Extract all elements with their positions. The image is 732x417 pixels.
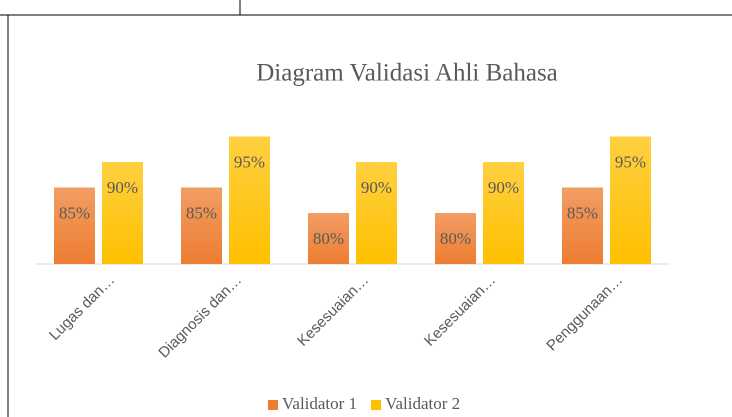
bar bbox=[181, 187, 222, 264]
bar bbox=[435, 213, 476, 264]
bar bbox=[229, 136, 270, 264]
data-label: 85% bbox=[59, 203, 90, 222]
x-tick-label: Kesesuaian… bbox=[421, 272, 499, 350]
data-label: 80% bbox=[440, 229, 471, 248]
bar bbox=[610, 136, 651, 264]
legend-label: Validator 2 bbox=[385, 394, 460, 413]
bar bbox=[483, 162, 524, 264]
data-label: 80% bbox=[313, 229, 344, 248]
data-label: 90% bbox=[488, 178, 519, 197]
bar bbox=[356, 162, 397, 264]
bar bbox=[562, 187, 603, 264]
legend-swatch bbox=[371, 400, 382, 410]
x-tick-label: Kesesuaian… bbox=[294, 272, 372, 350]
bar bbox=[308, 213, 349, 264]
data-label: 90% bbox=[107, 178, 138, 197]
data-label: 85% bbox=[186, 203, 217, 222]
data-label: 95% bbox=[234, 152, 265, 171]
data-label: 90% bbox=[361, 178, 392, 197]
x-tick-label: Diagnosis dan… bbox=[155, 272, 245, 362]
bar bbox=[102, 162, 143, 264]
data-label: 95% bbox=[615, 152, 646, 171]
legend-swatch bbox=[268, 400, 278, 410]
bar bbox=[54, 187, 95, 264]
chart-title: Diagram Validasi Ahli Bahasa bbox=[256, 60, 558, 87]
data-label: 85% bbox=[567, 203, 598, 222]
legend-label: Validator 1 bbox=[282, 394, 357, 413]
x-tick-label: Lugas dan… bbox=[46, 272, 118, 344]
x-tick-label: Penggunaan… bbox=[543, 272, 626, 355]
